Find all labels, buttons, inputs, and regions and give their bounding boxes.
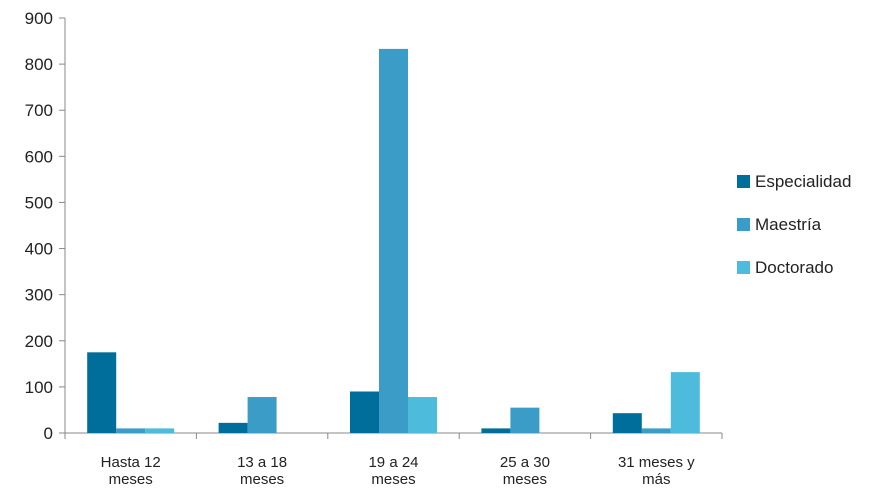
x-category-label-line: más — [642, 471, 670, 488]
x-category-label-line: meses — [503, 471, 547, 488]
bar-maestría — [641, 428, 671, 433]
bar-doctorado — [145, 428, 175, 433]
legend-swatch — [737, 218, 750, 231]
legend-label: Especialidad — [755, 172, 851, 191]
y-tick-label: 700 — [25, 101, 53, 120]
bar-maestría — [247, 397, 277, 433]
bar-maestría — [510, 407, 540, 433]
x-category-label-line: meses — [371, 471, 415, 488]
x-category-label-line: meses — [109, 471, 153, 488]
x-category-label-line: 31 meses y — [618, 454, 695, 471]
x-category-label: Hasta 12 meses — [101, 454, 161, 488]
x-category-label: 13 a 18 meses — [237, 454, 287, 488]
y-tick-label: 600 — [25, 147, 53, 166]
y-tick-label: 200 — [25, 332, 53, 351]
bar-especialidad — [612, 413, 642, 433]
legend-swatch — [737, 261, 750, 274]
bar-maestría — [116, 428, 146, 433]
bar-doctorado — [670, 372, 700, 433]
y-tick-label: 800 — [25, 55, 53, 74]
bar-doctorado — [408, 397, 437, 433]
legend: Especialidad Maestría Doctorado — [737, 172, 851, 277]
x-category-label-line: 19 a 24 — [368, 454, 418, 471]
y-tick-label: 100 — [25, 378, 53, 397]
x-category-label-line: 25 a 30 — [500, 454, 550, 471]
legend-label: Doctorado — [755, 258, 833, 277]
bar-especialidad — [481, 428, 511, 433]
x-category-label: 19 a 24 meses — [368, 454, 418, 488]
bar-especialidad — [87, 352, 117, 433]
x-category-label-line: 13 a 18 — [237, 454, 287, 471]
bar-maestría — [379, 48, 408, 434]
bar-especialidad — [218, 422, 248, 433]
bar-especialidad — [350, 391, 379, 433]
legend-label: Maestría — [755, 215, 822, 234]
x-category-label-line: meses — [240, 471, 284, 488]
legend-swatch — [737, 175, 750, 188]
y-tick-label: 400 — [25, 240, 53, 259]
y-tick-label: 300 — [25, 286, 53, 305]
x-category-label-line: Hasta 12 — [101, 454, 161, 471]
x-category-label: 25 a 30 meses — [500, 454, 550, 488]
y-tick-label: 0 — [44, 424, 53, 443]
y-tick-label: 500 — [25, 193, 53, 212]
y-tick-label: 900 — [25, 9, 53, 28]
x-category-label: 31 meses y más — [618, 454, 695, 488]
bars — [87, 48, 700, 434]
